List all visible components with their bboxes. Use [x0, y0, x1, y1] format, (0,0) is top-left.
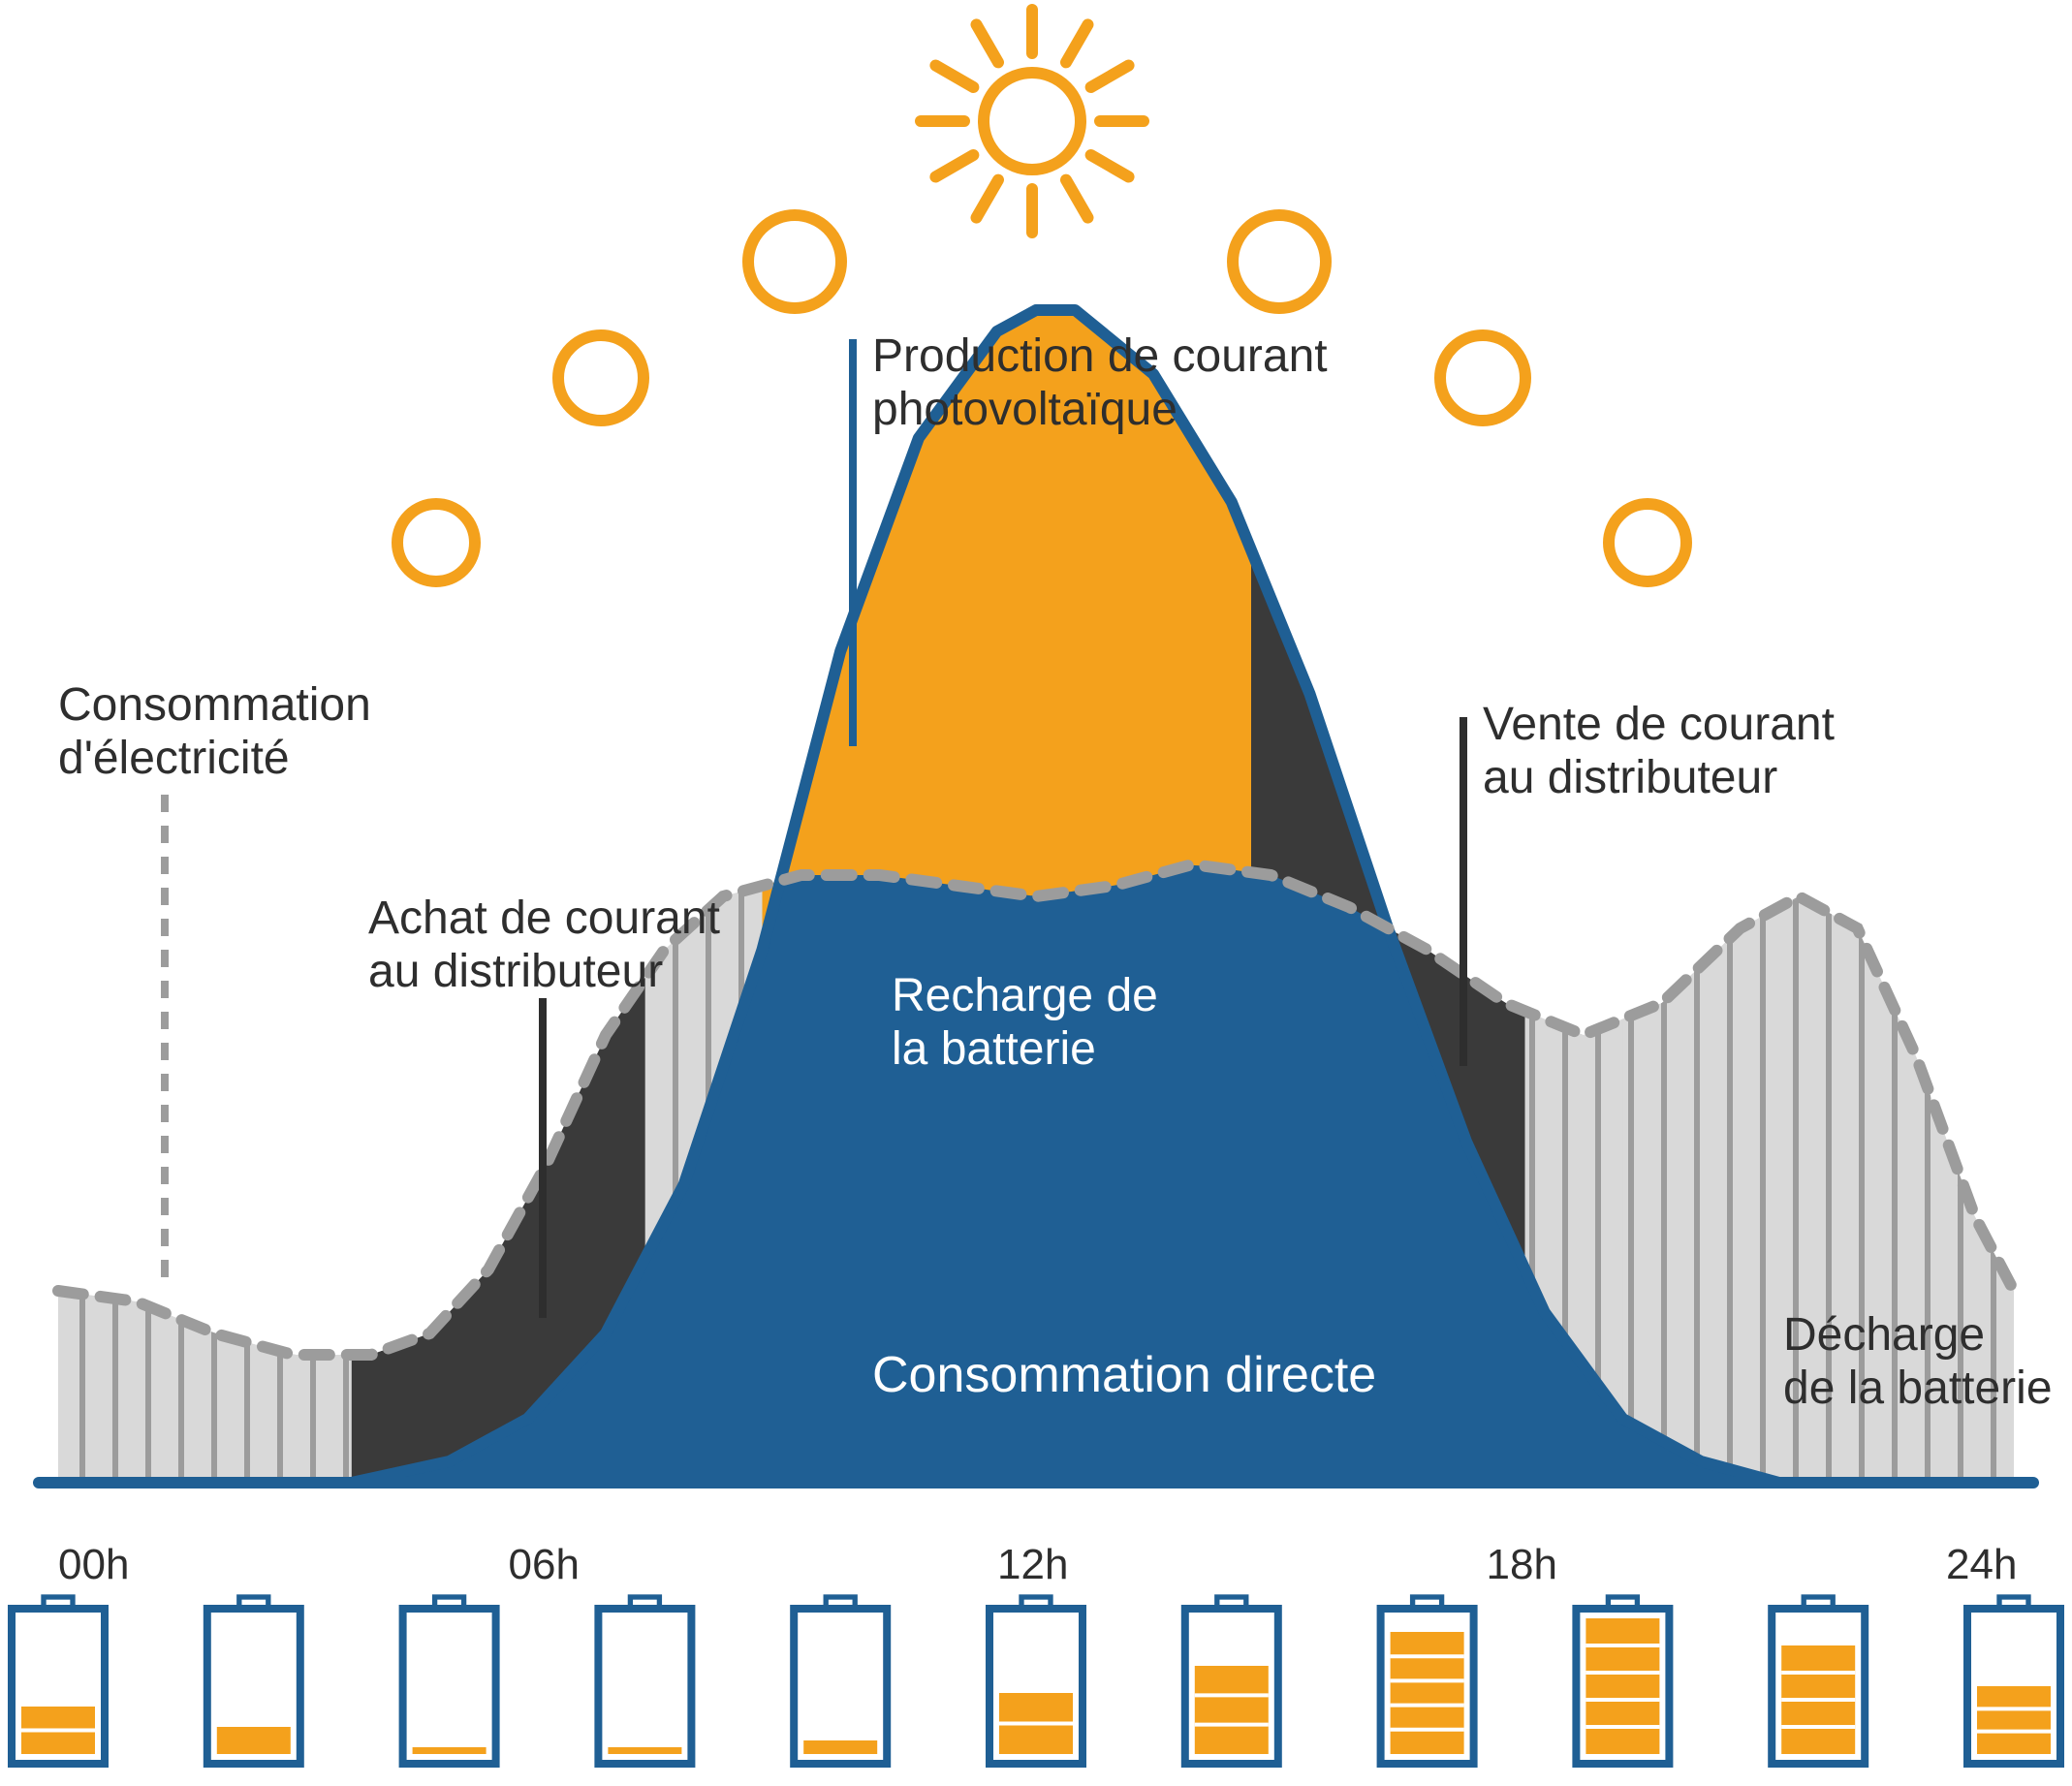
sun-ray	[1091, 155, 1129, 177]
label-vente: Vente de courant au distributeur	[1483, 698, 1835, 804]
battery-level	[1391, 1632, 1464, 1754]
battery-level	[1977, 1686, 2051, 1754]
sun-ray	[1066, 24, 1088, 62]
label-conso_directe: Consommation directe	[872, 1347, 1376, 1405]
xaxis-label: 06h	[509, 1541, 580, 1590]
xaxis-label: 24h	[1946, 1541, 2017, 1590]
sun-arc-circle	[1609, 504, 1686, 581]
sun-ray	[935, 66, 973, 88]
sun-arc-circle	[397, 504, 475, 581]
infographic-root: Production de courant photovoltaïque Vent…	[0, 0, 2072, 1786]
xaxis-label: 00h	[58, 1541, 129, 1590]
sun-ray	[977, 24, 999, 62]
sun-ray	[977, 180, 999, 218]
sun-arc-circle	[1233, 215, 1326, 308]
sun-ray	[1091, 66, 1129, 88]
label-achat: Achat de courant au distributeur	[368, 892, 720, 998]
label-decharge: Décharge de la batterie	[1783, 1308, 2053, 1415]
chart-svg	[0, 0, 2072, 1786]
sun-arc-circle	[1440, 335, 1525, 421]
left-gray-hatch	[58, 1291, 352, 1483]
xaxis-label: 12h	[997, 1541, 1068, 1590]
battery-level	[217, 1727, 291, 1754]
label-production: Production de courant photovoltaïque	[872, 329, 1328, 436]
sun-arc-circle	[558, 335, 644, 421]
label-consommation_elec: Consommation d'électricité	[58, 678, 371, 785]
battery-level	[1195, 1666, 1269, 1754]
battery-level	[803, 1740, 877, 1754]
xaxis-label: 18h	[1487, 1541, 1557, 1590]
sun-arc-circle	[748, 215, 841, 308]
sun-ray	[1066, 180, 1088, 218]
battery-icon	[598, 1609, 691, 1764]
sun-ray	[935, 155, 973, 177]
battery-level	[1585, 1618, 1659, 1754]
battery-level	[608, 1747, 681, 1754]
sun-icon	[984, 73, 1081, 170]
battery-icon	[403, 1609, 496, 1764]
battery-level	[413, 1747, 487, 1754]
label-recharge: Recharge de la batterie	[892, 969, 1158, 1076]
